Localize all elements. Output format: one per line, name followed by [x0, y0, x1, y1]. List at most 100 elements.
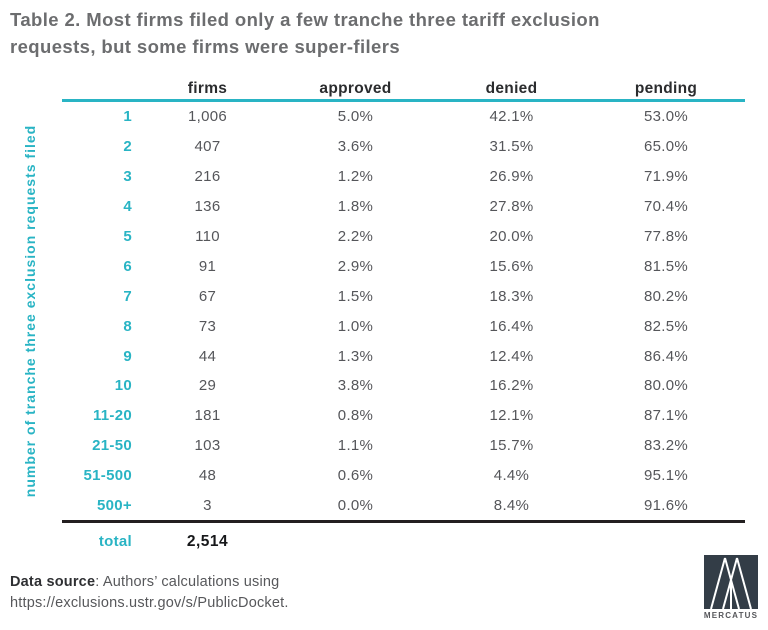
- table-row: 6 91 2.9% 15.6% 81.5%: [62, 251, 745, 281]
- total-label: total: [98, 533, 132, 551]
- table-row: 7 67 1.5% 18.3% 80.2%: [62, 281, 745, 311]
- table-row: 51-500 48 0.6% 4.4% 95.1%: [62, 461, 745, 491]
- approved-value: 0.6%: [337, 467, 374, 485]
- approved-value: 0.0%: [337, 497, 374, 515]
- table-row: 21-50 103 1.1% 15.7% 83.2%: [62, 431, 745, 461]
- approved-value: 1.8%: [337, 198, 374, 216]
- table-row: 9 44 1.3% 12.4% 86.4%: [62, 341, 745, 371]
- table-row: 4 136 1.8% 27.8% 70.4%: [62, 192, 745, 222]
- total-row: total 2,514: [62, 523, 745, 560]
- denied-value: 16.4%: [489, 317, 534, 335]
- approved-value: 1.0%: [337, 317, 374, 335]
- data-source-line1: Data source: Authors’ calculations using: [10, 572, 289, 593]
- header-rule: [62, 99, 745, 102]
- approved-value: 3.6%: [337, 138, 374, 156]
- header-pending: pending: [634, 79, 698, 97]
- denied-value: 27.8%: [489, 198, 534, 216]
- pending-value: 95.1%: [643, 467, 689, 485]
- table-row: 5 110 2.2% 20.0% 77.8%: [62, 222, 745, 252]
- pending-value: 53.0%: [643, 108, 689, 126]
- approved-value: 1.3%: [337, 347, 374, 365]
- firms-value: 216: [194, 168, 221, 186]
- table-row: 3 216 1.2% 26.9% 71.9%: [62, 162, 745, 192]
- pending-value: 81.5%: [643, 257, 689, 275]
- table-row: 2 407 3.6% 31.5% 65.0%: [62, 132, 745, 162]
- denied-value: 31.5%: [489, 138, 534, 156]
- pending-value: 80.2%: [643, 287, 689, 305]
- pending-value: 70.4%: [643, 198, 689, 216]
- table-body: 1 1,006 5.0% 42.1% 53.0% 2 407 3.6% 31.5…: [62, 102, 745, 520]
- table-row: 1 1,006 5.0% 42.1% 53.0%: [62, 102, 745, 132]
- denied-value: 18.3%: [489, 287, 534, 305]
- mercatus-wordmark: MERCATUS: [703, 611, 759, 620]
- denied-value: 15.7%: [489, 437, 534, 455]
- data-source-url: https://exclusions.ustr.gov/s/PublicDock…: [10, 595, 289, 611]
- firms-value: 3: [203, 497, 212, 515]
- firms-value: 48: [198, 467, 217, 485]
- header-approved: approved: [319, 79, 392, 97]
- pending-value: 80.0%: [643, 377, 689, 395]
- row-label: 21-50: [92, 437, 132, 455]
- table-title-line1: Table 2. Most firms filed only a few tra…: [10, 9, 600, 30]
- firms-value: 136: [194, 198, 221, 216]
- row-label: 5: [123, 228, 132, 245]
- pending-value: 91.6%: [643, 497, 689, 515]
- pending-value: 82.5%: [643, 317, 689, 335]
- data-source-text: : Authors’ calculations using: [95, 574, 280, 590]
- data-source-label: Data source: [10, 574, 96, 590]
- pending-value: 83.2%: [643, 437, 689, 455]
- denied-value: 12.1%: [489, 407, 534, 425]
- total-firms-value: 2,514: [186, 532, 229, 550]
- data-table: firms approved denied pending 1 1,006 5.…: [62, 78, 745, 560]
- row-label: 4: [123, 198, 132, 216]
- pending-value: 71.9%: [643, 168, 689, 186]
- denied-value: 16.2%: [489, 377, 534, 395]
- denied-value: 12.4%: [489, 347, 534, 365]
- row-label: 3: [123, 168, 132, 186]
- table-title: Table 2. Most firms filed only a few tra…: [10, 6, 600, 60]
- denied-value: 8.4%: [493, 497, 530, 515]
- approved-value: 1.1%: [337, 437, 374, 455]
- row-label: 8: [123, 317, 132, 335]
- table-row: 10 29 3.8% 16.2% 80.0%: [62, 371, 745, 401]
- denied-value: 26.9%: [489, 168, 534, 186]
- firms-value: 29: [198, 377, 217, 395]
- firms-value: 67: [198, 287, 217, 305]
- row-label: 7: [123, 287, 132, 305]
- denied-value: 15.6%: [489, 257, 534, 275]
- approved-value: 3.8%: [337, 377, 374, 395]
- row-label: 11-20: [92, 407, 132, 425]
- pending-value: 86.4%: [643, 347, 689, 365]
- table-row: 8 73 1.0% 16.4% 82.5%: [62, 311, 745, 341]
- data-source-note: Data source: Authors’ calculations using…: [10, 572, 289, 614]
- row-label: 6: [123, 257, 132, 275]
- firms-value: 181: [194, 407, 221, 425]
- pending-value: 87.1%: [643, 407, 689, 425]
- row-label: 500+: [97, 497, 132, 515]
- approved-value: 0.8%: [337, 407, 374, 425]
- approved-value: 1.2%: [337, 168, 374, 186]
- row-label: 51-500: [83, 467, 132, 485]
- denied-value: 4.4%: [493, 467, 530, 485]
- pending-value: 65.0%: [643, 138, 689, 156]
- table-title-line2: requests, but some firms were super-file…: [10, 36, 401, 57]
- approved-value: 2.2%: [337, 228, 374, 245]
- firms-value: 1,006: [187, 108, 228, 126]
- table-header: firms approved denied pending: [62, 78, 745, 99]
- header-firms: firms: [187, 79, 228, 97]
- row-label: 9: [123, 347, 132, 365]
- table-row: 500+ 3 0.0% 8.4% 91.6%: [62, 491, 745, 521]
- pending-value: 77.8%: [643, 228, 689, 245]
- firms-value: 110: [195, 228, 220, 245]
- approved-value: 2.9%: [337, 257, 374, 275]
- firms-value: 91: [198, 257, 217, 275]
- mercatus-logo-icon: [704, 555, 758, 609]
- header-denied: denied: [485, 79, 538, 97]
- row-label: 2: [123, 138, 132, 156]
- firms-value: 44: [198, 347, 217, 365]
- total-rule: [62, 520, 745, 524]
- firms-value: 73: [198, 317, 217, 335]
- denied-value: 42.1%: [489, 108, 534, 126]
- approved-value: 1.5%: [337, 287, 374, 305]
